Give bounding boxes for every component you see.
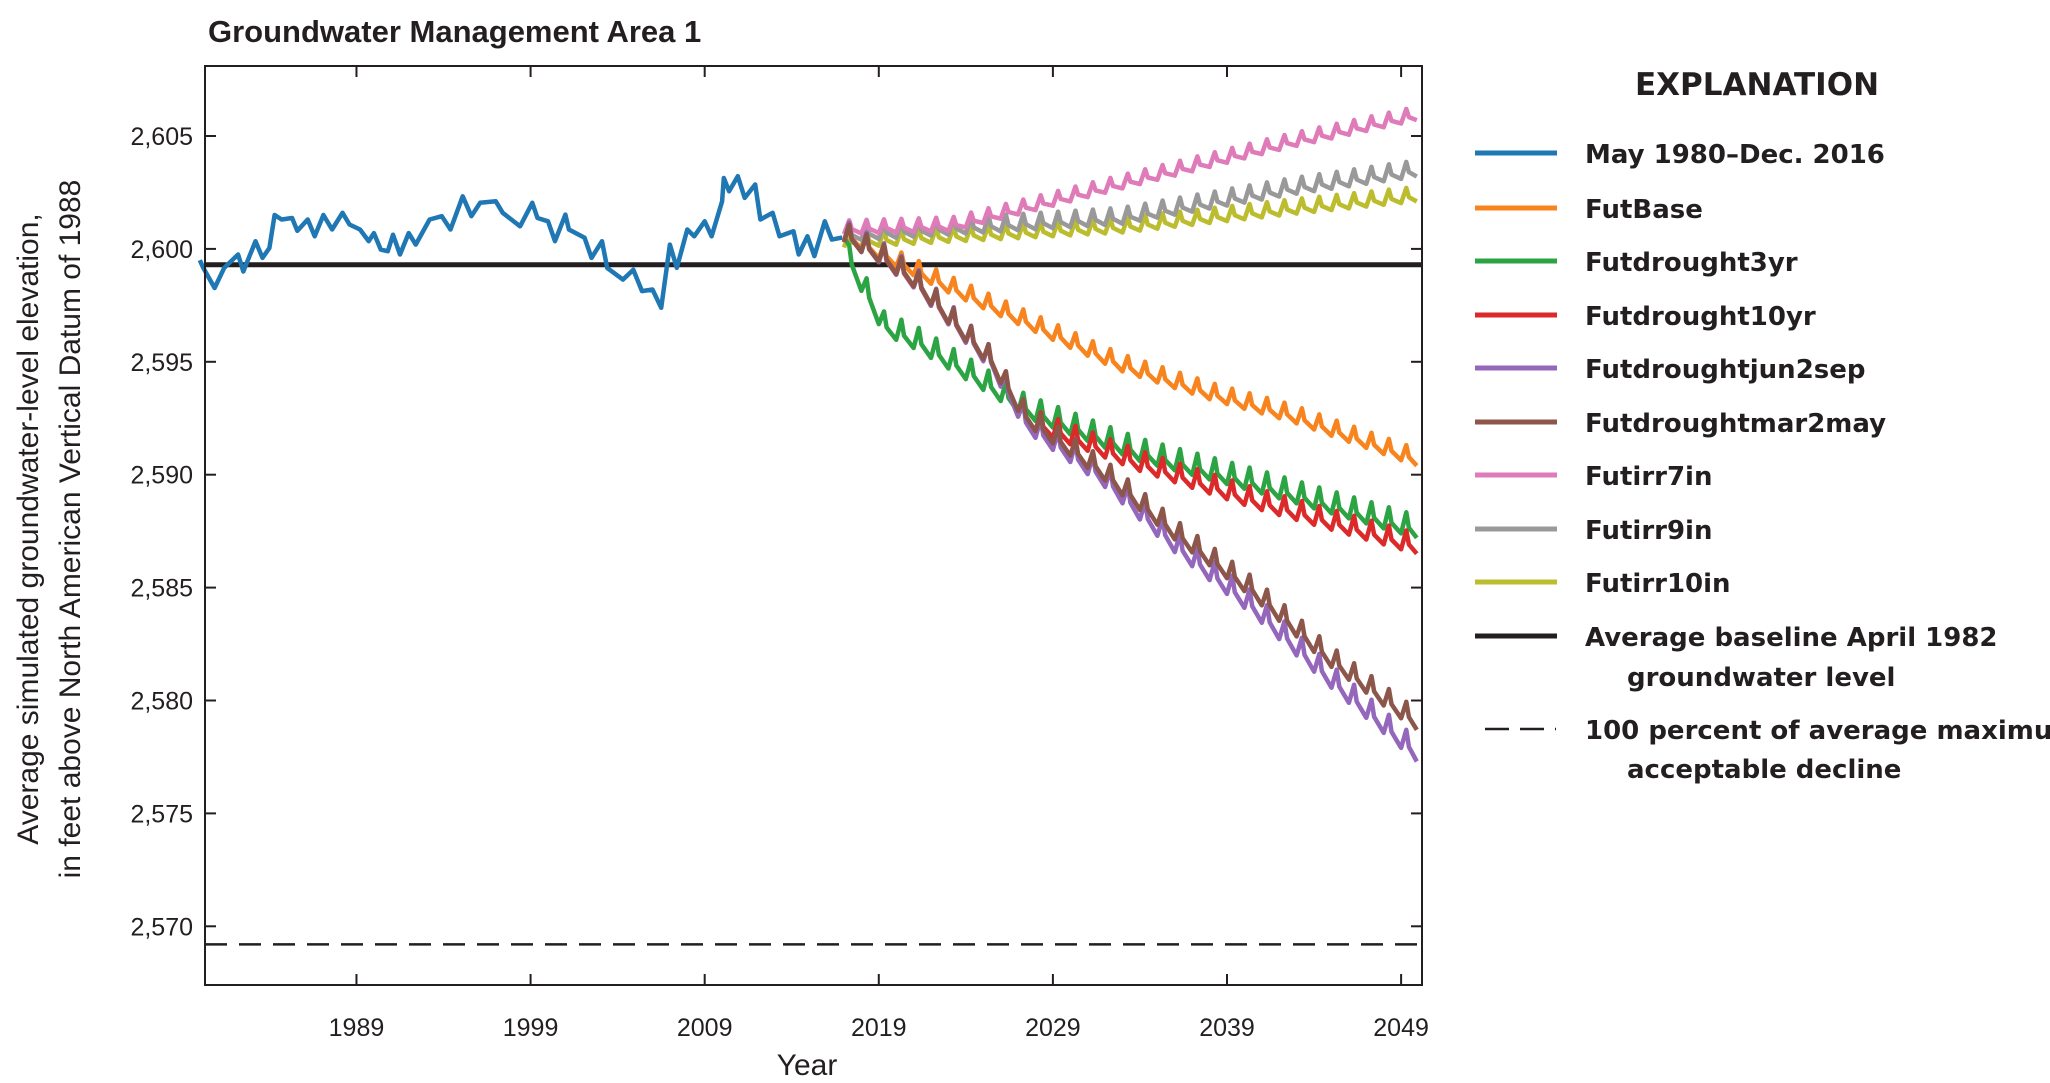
legend-label: Futdroughtjun2sep bbox=[1585, 355, 1866, 385]
y-tick-label: 2,590 bbox=[130, 462, 193, 490]
legend-label: groundwater level bbox=[1627, 663, 1895, 693]
x-tick-label: 1999 bbox=[503, 1014, 559, 1042]
x-tick-label: 2009 bbox=[677, 1014, 733, 1042]
series-line-historical bbox=[197, 173, 843, 311]
series-line-futirr10in bbox=[841, 185, 1418, 249]
x-tick-label: 2039 bbox=[1199, 1014, 1255, 1042]
y-tick-label: 2,580 bbox=[130, 687, 193, 715]
legend-label: May 1980–Dec. 2016 bbox=[1585, 140, 1885, 170]
y-tick-label: 2,570 bbox=[130, 913, 193, 941]
legend-title: EXPLANATION bbox=[1635, 67, 1879, 103]
x-tick-label: 2019 bbox=[851, 1014, 907, 1042]
legend-label: Futdrought3yr bbox=[1585, 248, 1798, 278]
y-tick-label: 2,600 bbox=[130, 236, 193, 264]
series-line-futdroughtmar2may bbox=[841, 222, 1419, 731]
y-tick-label: 2,585 bbox=[130, 575, 193, 603]
legend-label: Futdrought10yr bbox=[1585, 302, 1816, 332]
series-line-futirr7in bbox=[841, 106, 1418, 236]
plot-area bbox=[197, 106, 1422, 946]
chart-title: Groundwater Management Area 1 bbox=[208, 14, 701, 49]
legend: EXPLANATION May 1980–Dec. 2016 FutBase Fut… bbox=[1475, 67, 2050, 785]
axis-ticks: 2,570 2,575 2,580 2,585 2,590 2,595 2,600 2,605… bbox=[130, 66, 1429, 1042]
x-tick-label: 2029 bbox=[1025, 1014, 1081, 1042]
legend-label: Futdroughtmar2may bbox=[1585, 409, 1886, 439]
legend-label: Average baseline April 1982 bbox=[1585, 623, 1998, 653]
x-tick-label: 1989 bbox=[329, 1014, 385, 1042]
legend-label: acceptable decline bbox=[1627, 755, 1901, 785]
legend-label: 100 percent of average maximum bbox=[1585, 716, 2050, 746]
legend-label: Futirr10in bbox=[1585, 569, 1731, 599]
legend-label: Futirr9in bbox=[1585, 516, 1712, 546]
y-tick-label: 2,595 bbox=[130, 349, 193, 377]
x-axis-label: Year bbox=[777, 1049, 838, 1082]
legend-label: Futirr7in bbox=[1585, 462, 1712, 492]
x-tick-label: 2049 bbox=[1373, 1014, 1429, 1042]
y-axis-label-line2: in feet above North American Vertical Da… bbox=[54, 180, 87, 879]
y-tick-label: 2,575 bbox=[130, 800, 193, 828]
legend-label: FutBase bbox=[1585, 195, 1703, 225]
series-line-futdrought3yr bbox=[842, 236, 1419, 540]
y-axis-label-line1: Average simulated groundwater-level elev… bbox=[12, 213, 45, 844]
y-tick-label: 2,605 bbox=[130, 123, 193, 151]
series-line-futbase bbox=[841, 223, 1419, 468]
plot-frame bbox=[204, 65, 1423, 986]
